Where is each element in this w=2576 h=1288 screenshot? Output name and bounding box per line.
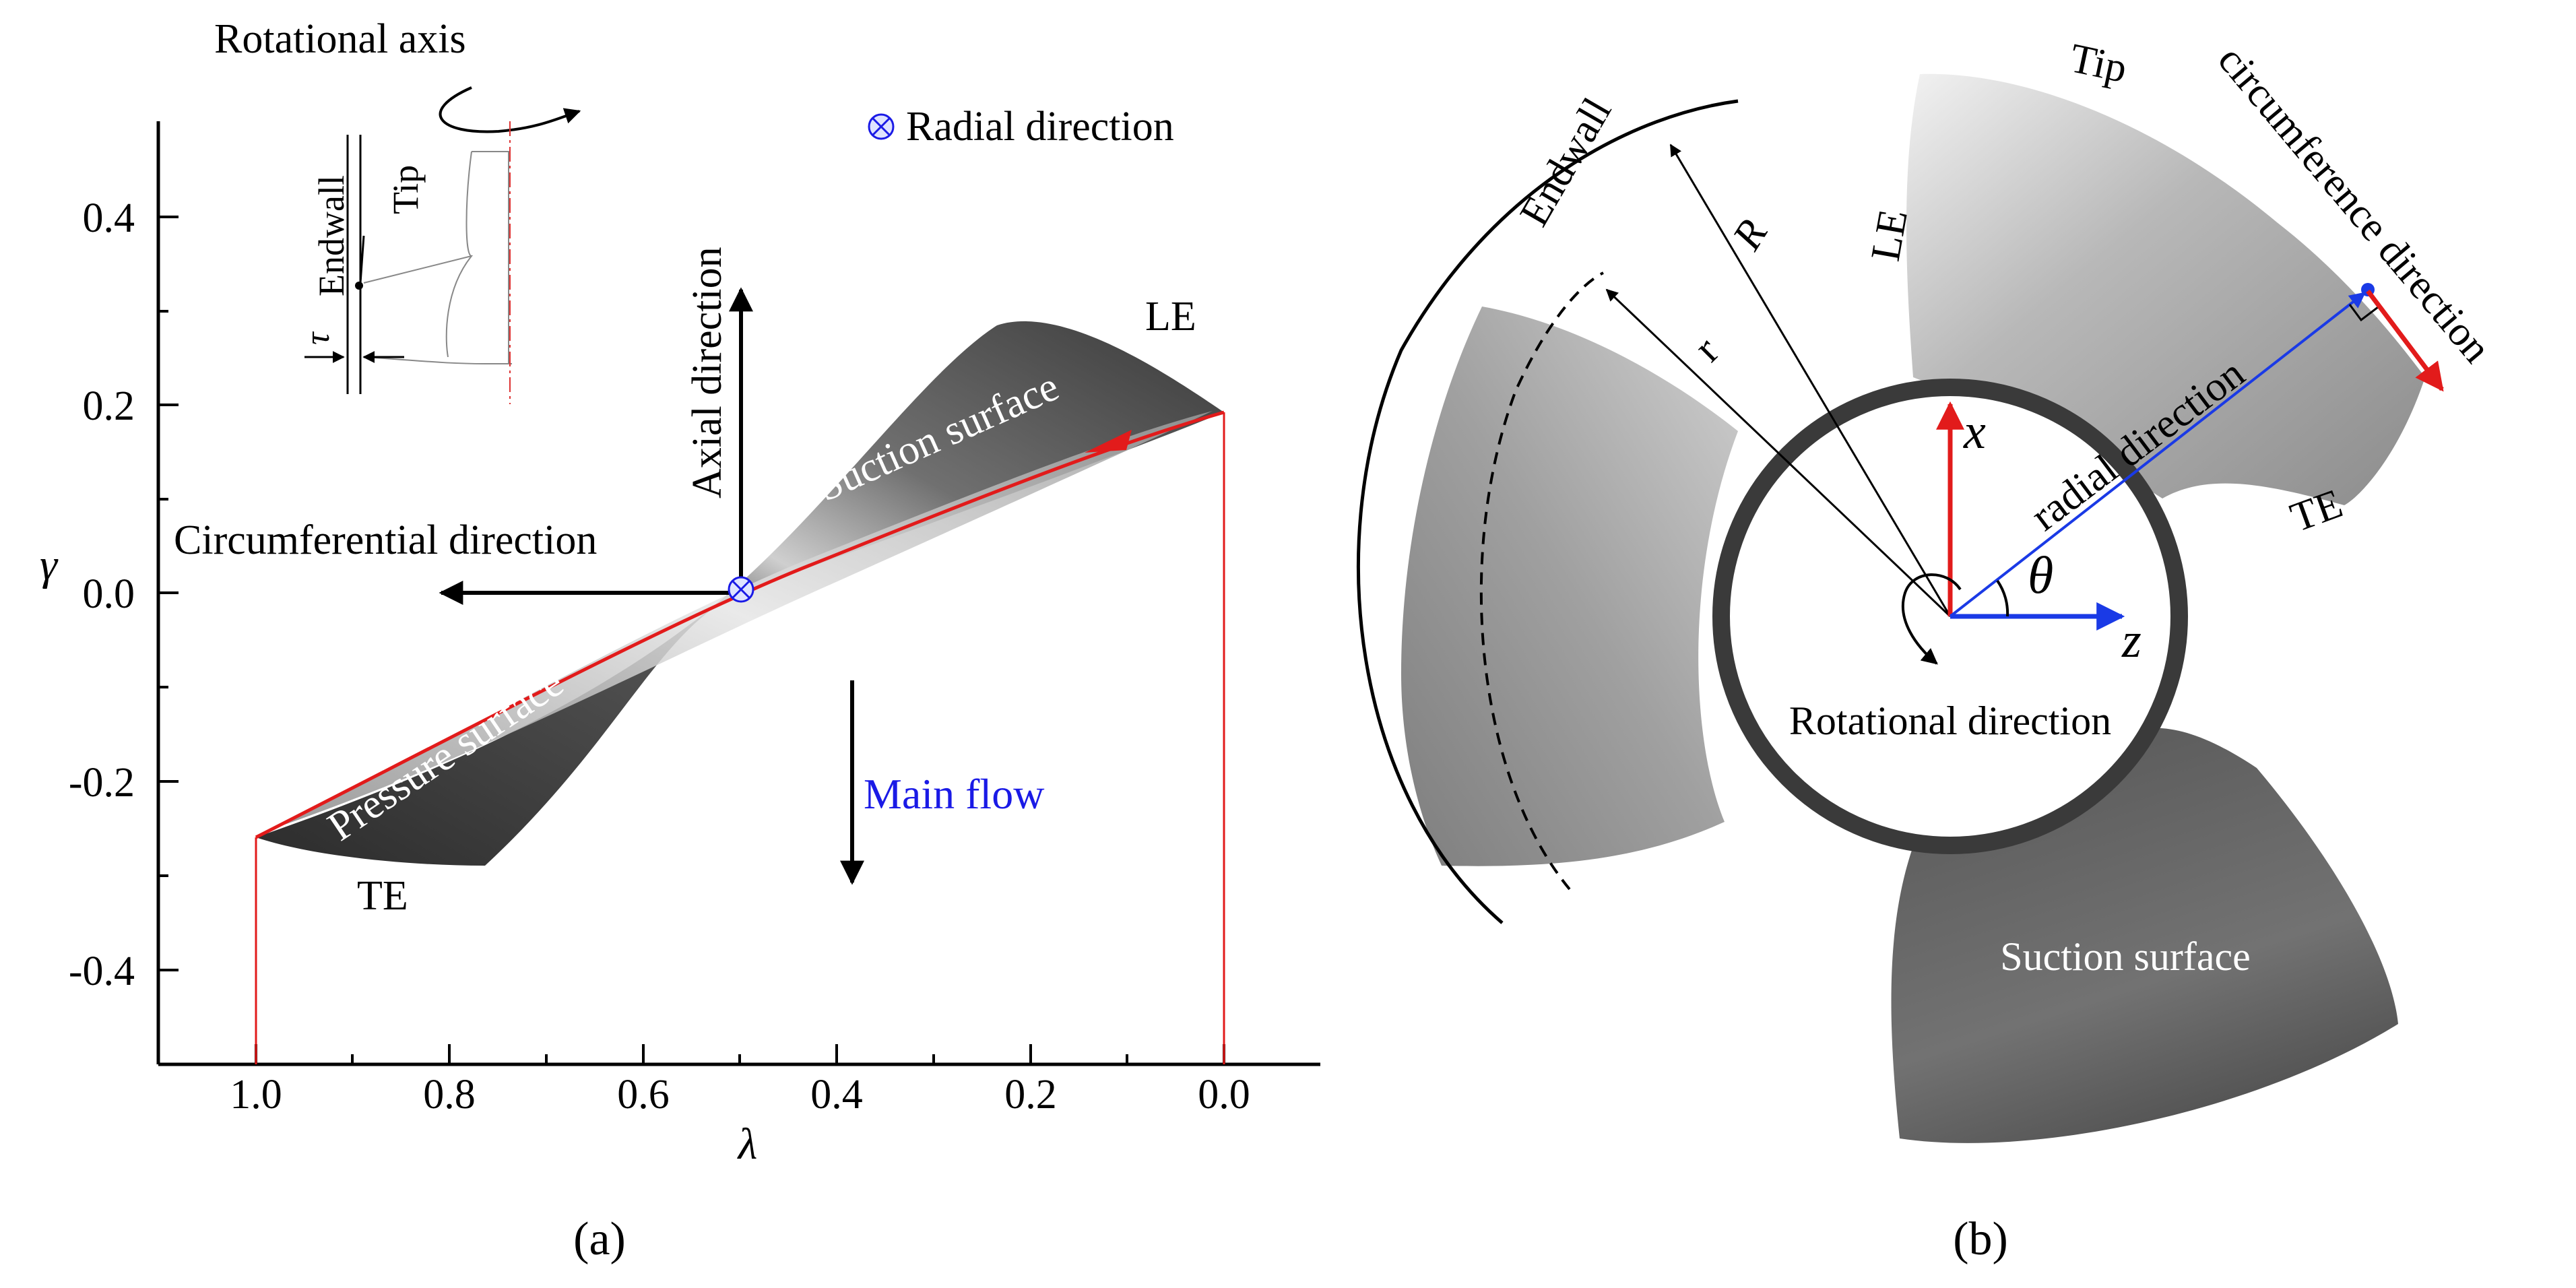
theta-arc [1996, 579, 2009, 617]
blade-profile [256, 321, 1224, 866]
x-ticks [255, 1044, 1225, 1064]
right-angle-marker [2348, 304, 2379, 322]
x-tick-labels: 1.0 0.8 0.6 0.4 0.2 0.0 [230, 1072, 1250, 1118]
te-label: TE [357, 873, 408, 919]
x-tick-label: 0.8 [423, 1072, 476, 1118]
rotational-axis-arrow [439, 86, 581, 133]
r-line [1605, 288, 1952, 618]
x-tick-label: 0.0 [1198, 1072, 1250, 1118]
y-tick-label: 0.0 [83, 571, 135, 617]
b-z-label: z [2121, 613, 2142, 668]
y-tick-label: -0.4 [69, 948, 135, 994]
circumferential-direction-label: Circumferential direction [174, 517, 597, 563]
x-tick-label: 0.4 [810, 1072, 863, 1118]
panel-a-caption: (a) [573, 1213, 626, 1265]
x-tick-label: 1.0 [230, 1072, 282, 1118]
inset-tau-label: τ [298, 331, 337, 345]
inset-tip-label: Tip [385, 165, 426, 214]
y-ticks [158, 216, 179, 971]
b-le-label: LE [1863, 206, 1917, 264]
inset-endwall-label: Endwall [311, 175, 352, 296]
R-line [1669, 143, 1952, 617]
y-tick-labels: 0.4 0.2 0.0 -0.2 -0.4 [69, 195, 135, 994]
panel-a: 0.4 0.2 0.0 -0.2 -0.4 1.0 0.8 0.6 0.4 0.… [40, 16, 1320, 1265]
b-theta-label: θ [2028, 546, 2053, 604]
axial-direction-label: Axial direction [684, 247, 730, 498]
main-flow-label: Main flow [864, 770, 1044, 818]
x-tick-label: 0.2 [1004, 1072, 1057, 1118]
radial-direction-label: Radial direction [906, 104, 1174, 150]
panel-b: Tip circumference direction Endwall R r … [1357, 35, 2500, 1265]
b-x-label: x [1963, 404, 1986, 459]
radial-direction-legend: Radial direction [868, 104, 1174, 150]
x-axis-label: λ [737, 1120, 758, 1169]
tip-clearance-inset: Endwall Tip τ [298, 121, 512, 404]
y-tick-label: -0.2 [69, 760, 135, 806]
panel-b-caption: (b) [1953, 1213, 2008, 1265]
rotation-curl-arrow [1901, 573, 1962, 665]
b-rotational-direction-label: Rotational direction [1789, 699, 2111, 743]
b-tip-label: Tip [2066, 35, 2131, 92]
y-axis-label: γ [40, 540, 59, 589]
x-tick-label: 0.6 [617, 1072, 670, 1118]
blade-left [1401, 307, 1738, 866]
le-label: LE [1145, 294, 1196, 340]
radial-direction-arrow [1949, 292, 2366, 618]
b-suction-surface-label: Suction surface [2000, 934, 2251, 979]
radial-direction-symbol [728, 576, 754, 603]
circumference-direction-arrow [2366, 289, 2444, 392]
endwall-arc [1357, 99, 1739, 924]
y-tick-label: 0.4 [83, 195, 135, 241]
y-tick-label: 0.2 [83, 383, 135, 429]
rotational-axis-label: Rotational axis [214, 16, 466, 62]
camber-arrow [1085, 430, 1132, 453]
blade-highlight-band [283, 411, 1213, 825]
camber-line [255, 410, 1225, 839]
b-R-label: R [1724, 212, 1776, 258]
b-r-label: r [1685, 328, 1728, 371]
b-endwall-label: Endwall [1511, 90, 1620, 234]
